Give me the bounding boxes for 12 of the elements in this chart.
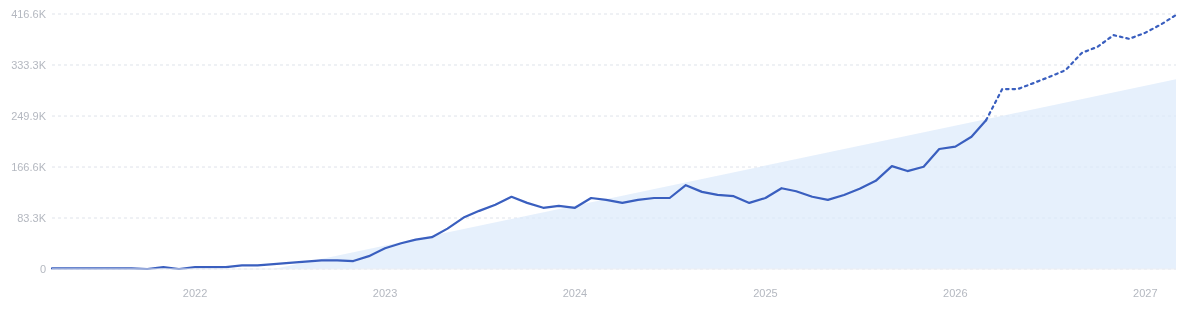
x-tick-label: 2024 xyxy=(562,287,588,299)
y-tick-label: 333.3K xyxy=(11,58,47,71)
x-tick-label: 2026 xyxy=(943,287,968,299)
x-tick-label: 2025 xyxy=(753,287,778,299)
y-tick-label: 249.9K xyxy=(11,109,47,122)
x-tick-label: 2027 xyxy=(1133,287,1158,299)
x-tick-label: 2023 xyxy=(372,287,398,299)
y-tick-label: 0 xyxy=(39,262,46,275)
y-tick-label: 83.3K xyxy=(17,211,47,224)
y-tick-label: 166.6K xyxy=(11,160,47,173)
x-tick-label: 2022 xyxy=(182,287,208,299)
y-tick-label: 416.6K xyxy=(11,7,47,20)
